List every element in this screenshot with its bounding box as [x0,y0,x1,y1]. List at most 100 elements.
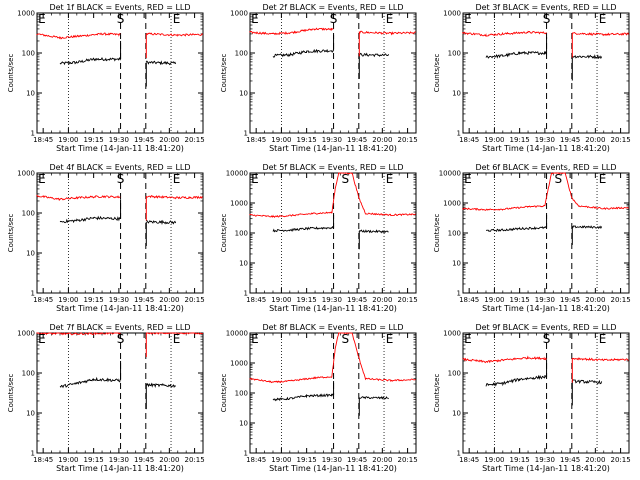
y-tick-label: 100 [235,230,248,238]
x-tick-label: 20:15 [610,296,630,304]
x-tick-label: 20:00 [159,136,179,144]
eclipse-start-marker: E [464,12,472,26]
plot-frame [36,12,204,134]
plot-frame [462,332,630,454]
plot-frame [249,172,417,294]
lld-red-series-line [462,30,547,37]
x-tick-label: 19:30 [109,136,129,144]
x-tick-label: 18:45 [459,296,479,304]
detector-panel-8: Det 8f BLACK = Events, RED = LLD 1 10 100 10… [220,323,418,473]
x-tick-label: 20:00 [585,296,605,304]
events-black-series-line [358,52,390,58]
y-tick-label: 100 [22,210,35,218]
x-tick-label: 19:45 [560,136,580,144]
events-black-series-line [358,395,389,400]
events-black-series-line [571,54,603,60]
y-tick-label: 1 [244,130,248,138]
y-tick-label: 1 [31,290,35,298]
lld-red-series-line [462,355,547,364]
detector-panel-1: Det 1f BLACK = Events, RED = LLD 1 10 100 10… [7,3,205,153]
panel-title: Det 6f BLACK = Events, RED = LLD [475,163,616,172]
y-axis-label: Counts/sec [7,214,15,253]
x-axis-label: Start Time (14-Jan-11 18:41:20) [482,144,610,153]
lld-red-series-line [145,194,203,200]
eclipse-start-marker: E [251,332,259,346]
events-black-series-line [145,60,177,66]
y-tick-label: 1 [457,450,461,458]
y-tick-label: 1000 [17,10,35,18]
events-black-series-line [272,393,334,402]
eclipse-end-marker: E [599,12,607,26]
x-tick-label: 19:00 [58,456,78,464]
y-tick-label: 10000 [439,170,461,178]
x-tick-label: 19:45 [134,456,154,464]
x-tick-label: 20:00 [372,296,392,304]
events-black-series-line [485,374,547,387]
x-tick-label: 20:00 [159,296,179,304]
y-tick-label: 1000 [230,360,248,368]
y-tick-label: 10 [452,260,461,268]
y-tick-label: 1000 [17,330,35,338]
lld-red-series-line [571,31,630,37]
lld-red-series-line [146,332,204,335]
y-tick-label: 1 [244,450,248,458]
x-tick-label: 20:15 [397,136,417,144]
x-tick-label: 19:00 [271,136,291,144]
y-axis-label: Counts/sec [220,54,228,93]
y-tick-label: 1 [31,450,35,458]
x-tick-label: 20:15 [184,296,204,304]
events-black-series-line [59,56,121,66]
panel-title: Det 4f BLACK = Events, RED = LLD [49,163,190,172]
plot-frame [249,332,417,454]
x-tick-label: 19:00 [484,456,504,464]
x-tick-label: 20:15 [184,136,204,144]
y-tick-label: 1000 [17,170,35,178]
y-axis-label: Counts/sec [7,54,15,93]
detector-panel-9: Det 9f BLACK = Events, RED = LLD 1 10 100 10… [433,323,631,473]
x-tick-label: 19:15 [297,296,317,304]
y-axis-label: Counts/sec [433,374,441,413]
x-tick-label: 19:45 [347,296,367,304]
y-tick-label: 1000 [230,200,248,208]
x-tick-label: 19:00 [484,296,504,304]
x-tick-label: 18:45 [246,296,266,304]
detector-panel-2: Det 2f BLACK = Events, RED = LLD 1 10 100 10… [220,3,418,153]
panel-title: Det 7f BLACK = Events, RED = LLD [49,323,190,332]
y-tick-label: 10 [239,420,248,428]
detector-panel-5: Det 5f BLACK = Events, RED = LLD 1 10 100 10… [220,163,418,313]
x-tick-label: 19:45 [347,136,367,144]
saa-marker: S [342,332,350,346]
panel-title: Det 5f BLACK = Events, RED = LLD [262,163,403,172]
x-tick-label: 19:45 [134,296,154,304]
y-tick-label: 10 [26,410,35,418]
lld-red-series-line [145,32,204,37]
x-tick-label: 19:15 [84,456,104,464]
lld-red-series-line [358,30,416,36]
eclipse-end-marker: E [173,12,181,26]
x-tick-label: 19:30 [109,456,129,464]
x-axis-label: Start Time (14-Jan-11 18:41:20) [269,304,397,313]
x-tick-label: 19:30 [322,136,342,144]
lld-red-series-line [462,172,629,211]
lld-red-series-line [249,27,334,36]
saa-marker: S [555,172,563,186]
y-axis-label: Counts/sec [433,54,441,93]
y-tick-label: 10000 [226,170,248,178]
x-tick-label: 20:00 [372,456,392,464]
x-tick-label: 19:00 [484,136,504,144]
panel-title: Det 2f BLACK = Events, RED = LLD [262,3,403,12]
eclipse-end-marker: E [173,332,181,346]
detector-panel-7: Det 7f BLACK = Events, RED = LLD 1 10 100 10… [7,323,205,473]
y-tick-label: 1000 [230,10,248,18]
saa-marker: S [117,172,125,186]
x-tick-label: 20:00 [585,456,605,464]
y-tick-label: 1000 [443,200,461,208]
y-tick-label: 100 [448,50,461,58]
eclipse-end-marker: E [173,172,181,186]
lld-red-series-line [571,357,629,362]
x-tick-label: 19:30 [535,296,555,304]
x-tick-label: 18:45 [33,296,53,304]
events-black-series-line [59,376,121,389]
x-tick-label: 19:30 [322,456,342,464]
panel-title: Det 3f BLACK = Events, RED = LLD [475,3,616,12]
